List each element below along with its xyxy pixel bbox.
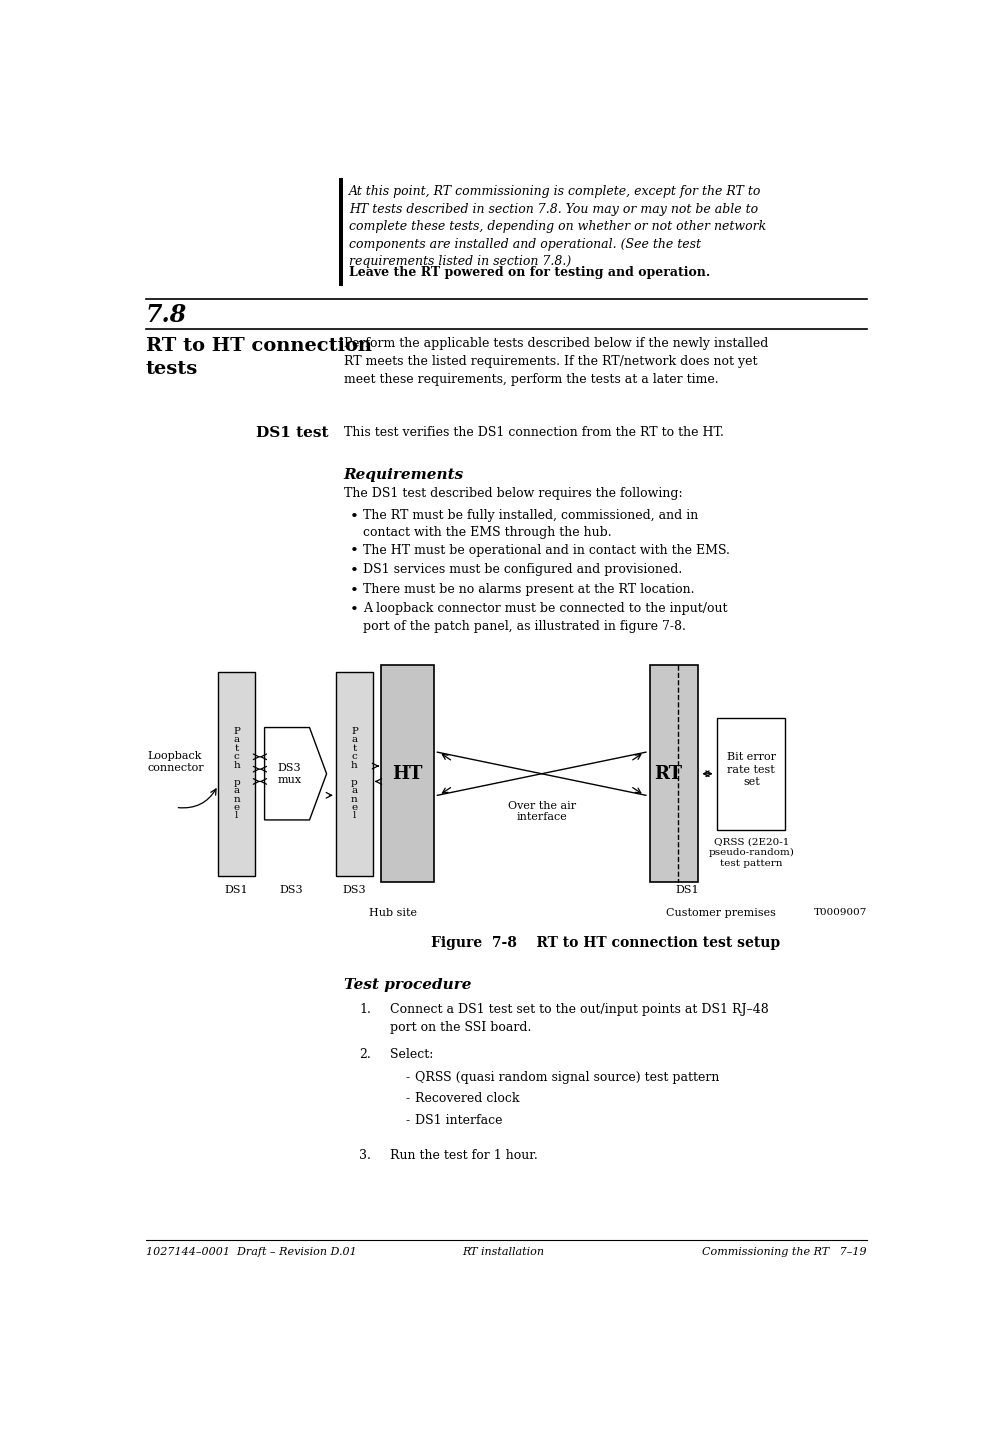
Text: Over the air
interface: Over the air interface — [508, 801, 575, 822]
Polygon shape — [264, 728, 327, 819]
Text: The DS1 test described below requires the following:: The DS1 test described below requires th… — [344, 488, 682, 500]
Text: •: • — [350, 583, 358, 598]
FancyArrowPatch shape — [178, 789, 216, 808]
Text: Requirements: Requirements — [344, 468, 464, 482]
Text: T0009007: T0009007 — [813, 908, 867, 917]
Bar — [339, 177, 343, 286]
Text: DS1 services must be configured and provisioned.: DS1 services must be configured and prov… — [363, 563, 682, 576]
Text: Hub site: Hub site — [369, 908, 417, 918]
Text: DS1: DS1 — [675, 885, 699, 895]
Text: Customer premises: Customer premises — [666, 908, 776, 918]
Text: The HT must be operational and in contact with the EMS.: The HT must be operational and in contac… — [363, 543, 730, 556]
Bar — [218, 672, 255, 877]
Text: At this point, RT commissioning is complete, except for the RT to
HT tests descr: At this point, RT commissioning is compl… — [349, 186, 766, 269]
Text: Figure  7-8    RT to HT connection test setup: Figure 7-8 RT to HT connection test setu… — [431, 937, 780, 950]
Text: Loopback
connector: Loopback connector — [147, 751, 204, 774]
Text: DS3
mux: DS3 mux — [277, 764, 301, 785]
Text: Connect a DS1 test set to the out/input points at DS1 RJ–48
port on the SSI boar: Connect a DS1 test set to the out/input … — [390, 1002, 769, 1034]
Text: •: • — [350, 603, 358, 618]
Text: Perform the applicable tests described below if the newly installed
RT meets the: Perform the applicable tests described b… — [344, 337, 768, 386]
Text: Test procedure: Test procedure — [344, 978, 471, 992]
Text: Run the test for 1 hour.: Run the test for 1 hour. — [390, 1150, 538, 1163]
Text: P
a
t
c
h
 
p
a
n
e
l: P a t c h p a n e l — [351, 726, 357, 821]
Text: DS3: DS3 — [280, 885, 303, 895]
Text: RT: RT — [654, 765, 682, 782]
Text: QRSS (2E20-1
pseudo-random)
test pattern: QRSS (2E20-1 pseudo-random) test pattern — [708, 838, 794, 868]
Bar — [381, 665, 433, 882]
Text: 3.: 3. — [359, 1150, 371, 1163]
Bar — [650, 665, 698, 882]
Text: HT: HT — [392, 765, 422, 782]
Text: The RT must be fully installed, commissioned, and in
contact with the EMS throug: The RT must be fully installed, commissi… — [363, 509, 698, 539]
Text: A loopback connector must be connected to the input/out
port of the patch panel,: A loopback connector must be connected t… — [363, 602, 728, 633]
Text: RT to HT connection
tests: RT to HT connection tests — [146, 337, 372, 378]
Text: DS1 test: DS1 test — [255, 426, 328, 439]
Text: Leave the RT powered on for testing and operation.: Leave the RT powered on for testing and … — [349, 266, 710, 279]
Text: 1.: 1. — [359, 1002, 371, 1015]
Text: QRSS (quasi random signal source) test pattern: QRSS (quasi random signal source) test p… — [415, 1071, 719, 1084]
Text: There must be no alarms present at the RT location.: There must be no alarms present at the R… — [363, 583, 694, 596]
Text: This test verifies the DS1 connection from the RT to the HT.: This test verifies the DS1 connection fr… — [344, 426, 724, 439]
Bar — [336, 672, 373, 877]
Text: •: • — [350, 509, 358, 523]
Text: DS3: DS3 — [343, 885, 366, 895]
Text: Recovered clock: Recovered clock — [415, 1093, 519, 1105]
Bar — [717, 718, 786, 829]
Text: Select:: Select: — [390, 1048, 433, 1061]
Text: •: • — [350, 545, 358, 558]
Text: DS1 interface: DS1 interface — [415, 1114, 503, 1127]
Text: Bit error
rate test
set: Bit error rate test set — [727, 752, 776, 788]
Text: RT installation: RT installation — [463, 1247, 544, 1257]
Text: 2.: 2. — [359, 1048, 371, 1061]
Text: 1027144–0001  Draft – Revision D.01: 1027144–0001 Draft – Revision D.01 — [146, 1247, 356, 1257]
Text: DS1: DS1 — [225, 885, 248, 895]
Text: -: - — [406, 1114, 409, 1127]
Text: -: - — [406, 1071, 409, 1084]
Text: -: - — [406, 1093, 409, 1105]
Text: •: • — [350, 563, 358, 578]
Text: Commissioning the RT   7–19: Commissioning the RT 7–19 — [702, 1247, 867, 1257]
Text: P
a
t
c
h
 
p
a
n
e
l: P a t c h p a n e l — [234, 726, 241, 821]
Text: 7.8: 7.8 — [146, 303, 188, 326]
